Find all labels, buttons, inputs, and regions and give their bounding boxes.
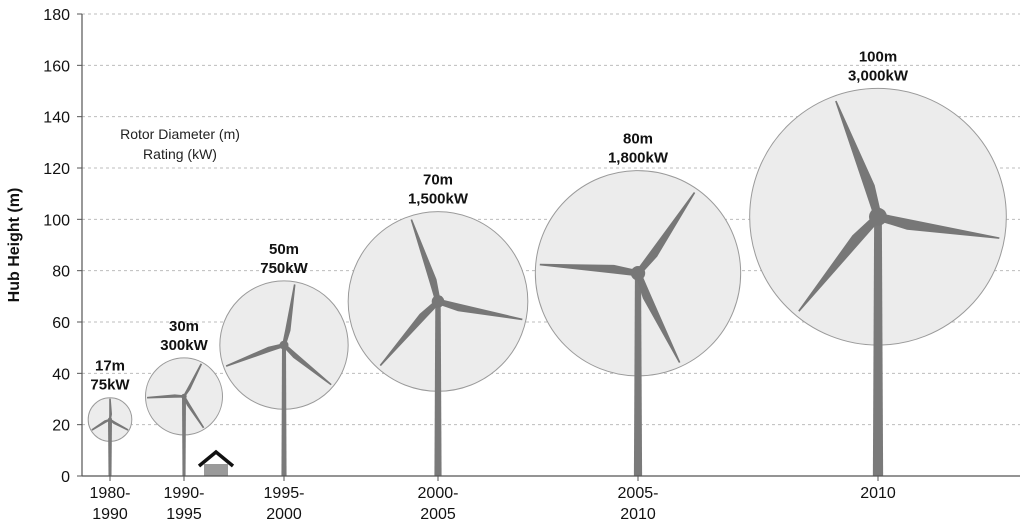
y-tick-label: 40 [52, 366, 70, 383]
x-category-label: 1980- [90, 485, 131, 502]
blade [147, 394, 184, 399]
x-category-label: 2000- [418, 485, 459, 502]
blade [109, 398, 112, 420]
tower [182, 396, 186, 476]
x-category-label: 2005 [420, 506, 456, 523]
blade [225, 343, 285, 367]
blade [877, 213, 1000, 239]
y-tick-label: 160 [43, 58, 70, 75]
y-tick-label: 80 [52, 264, 70, 281]
blade [282, 284, 296, 346]
legend-rating: Rating (kW) [143, 146, 217, 162]
blade [410, 219, 441, 303]
blade [109, 418, 129, 431]
hub [279, 340, 289, 350]
x-category-label: 1995- [264, 485, 305, 502]
house-roof [197, 449, 235, 468]
x-category-label: 2010 [620, 506, 656, 523]
x-category-label: 2000 [266, 506, 302, 523]
x-category-label: 2010 [860, 485, 896, 502]
y-tick-labels: 0 20 40 60 80 100 120 140 160 180 [43, 7, 82, 486]
blade [379, 299, 440, 367]
turbine-2: 30m 300kW [145, 318, 223, 476]
turbines: 17m 75kW 30m 300kW 50m 750kW 70m 1,500kW 80m 1,80… [87, 48, 1007, 476]
rating-label: 1,500kW [408, 191, 469, 208]
turbine-1: 17m 75kW [87, 358, 133, 476]
turbine-6: 100m 3,000kW [749, 48, 1007, 476]
hub [108, 417, 112, 422]
x-category-label: 1990- [164, 485, 205, 502]
y-axis-label: Hub Height (m) [6, 188, 23, 303]
y-tick-label: 180 [43, 7, 70, 24]
rating-label: 3,000kW [848, 67, 909, 84]
turbine-4: 70m 1,500kW [347, 172, 529, 476]
rating-label: 300kW [160, 337, 208, 354]
hub [630, 266, 646, 281]
x-category-labels: 1980- 1990 1990- 1995 1995- 2000 2000- 2005 2005… [90, 476, 896, 523]
rotor-diameter-label: 17m [95, 358, 125, 375]
x-category-label: 2005- [618, 485, 659, 502]
rotor-diameter-label: 100m [859, 48, 897, 65]
y-tick-label: 60 [52, 315, 70, 332]
x-category-label: 1995 [166, 506, 202, 523]
hub [181, 393, 187, 400]
blade [91, 418, 111, 431]
tower [434, 301, 442, 476]
tower [633, 273, 643, 476]
tower [281, 345, 287, 476]
house-body [204, 464, 228, 476]
legend-rotor-diameter: Rotor Diameter (m) [120, 126, 240, 142]
blade [798, 214, 881, 312]
rotor-diameter-label: 30m [169, 318, 199, 335]
turbine-3: 50m 750kW [219, 241, 349, 476]
rotor-diameter-label: 80m [623, 131, 653, 148]
hub [869, 207, 887, 226]
blade [183, 363, 203, 397]
rating-label: 75kW [90, 377, 130, 394]
hub [431, 295, 445, 308]
rotor-diameter-label: 50m [269, 241, 299, 258]
blade [635, 192, 696, 275]
axes [81, 14, 1020, 477]
legend: Rotor Diameter (m) Rating (kW) [120, 126, 240, 162]
y-tick-label: 120 [43, 161, 70, 178]
blade [635, 271, 681, 363]
blade [282, 343, 332, 386]
y-tick-label: 20 [52, 418, 70, 435]
x-category-label: 1990 [92, 506, 128, 523]
blade [539, 263, 639, 277]
blade [835, 100, 882, 219]
y-tick-label: 140 [43, 110, 70, 127]
blade [437, 298, 523, 321]
y-tick-label: 100 [43, 212, 70, 229]
turbine-5: 80m 1,800kW [534, 131, 742, 476]
rotor-diameter-label: 70m [423, 172, 453, 189]
blade [183, 395, 205, 429]
rating-label: 750kW [260, 260, 308, 277]
tower [872, 216, 884, 476]
tower [108, 419, 112, 476]
house-icon [197, 449, 235, 476]
rating-label: 1,800kW [608, 150, 669, 167]
y-tick-label: 0 [61, 469, 70, 486]
